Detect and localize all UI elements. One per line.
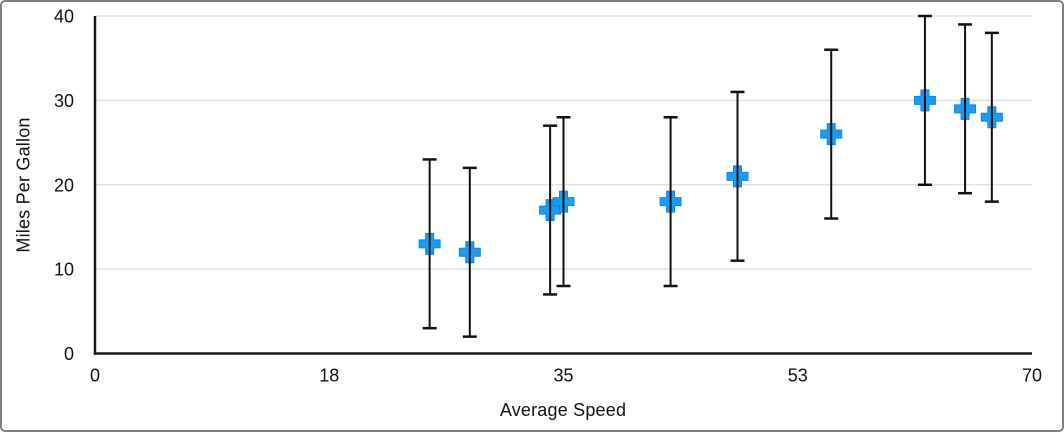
y-axis-title: Miles Per Gallon <box>13 117 34 253</box>
x-tick-label: 53 <box>788 366 808 386</box>
x-tick-label: 0 <box>90 366 100 386</box>
y-tick-label: 10 <box>54 260 74 280</box>
y-tick-label: 20 <box>54 175 74 195</box>
x-tick-label: 18 <box>319 366 339 386</box>
y-tick-label: 40 <box>54 7 74 27</box>
x-tick-label: 35 <box>553 366 573 386</box>
x-axis-title: Average Speed <box>499 400 627 420</box>
x-tick-label: 70 <box>1022 366 1042 386</box>
y-tick-label: 30 <box>54 91 74 111</box>
y-tick-label: 0 <box>64 344 74 364</box>
